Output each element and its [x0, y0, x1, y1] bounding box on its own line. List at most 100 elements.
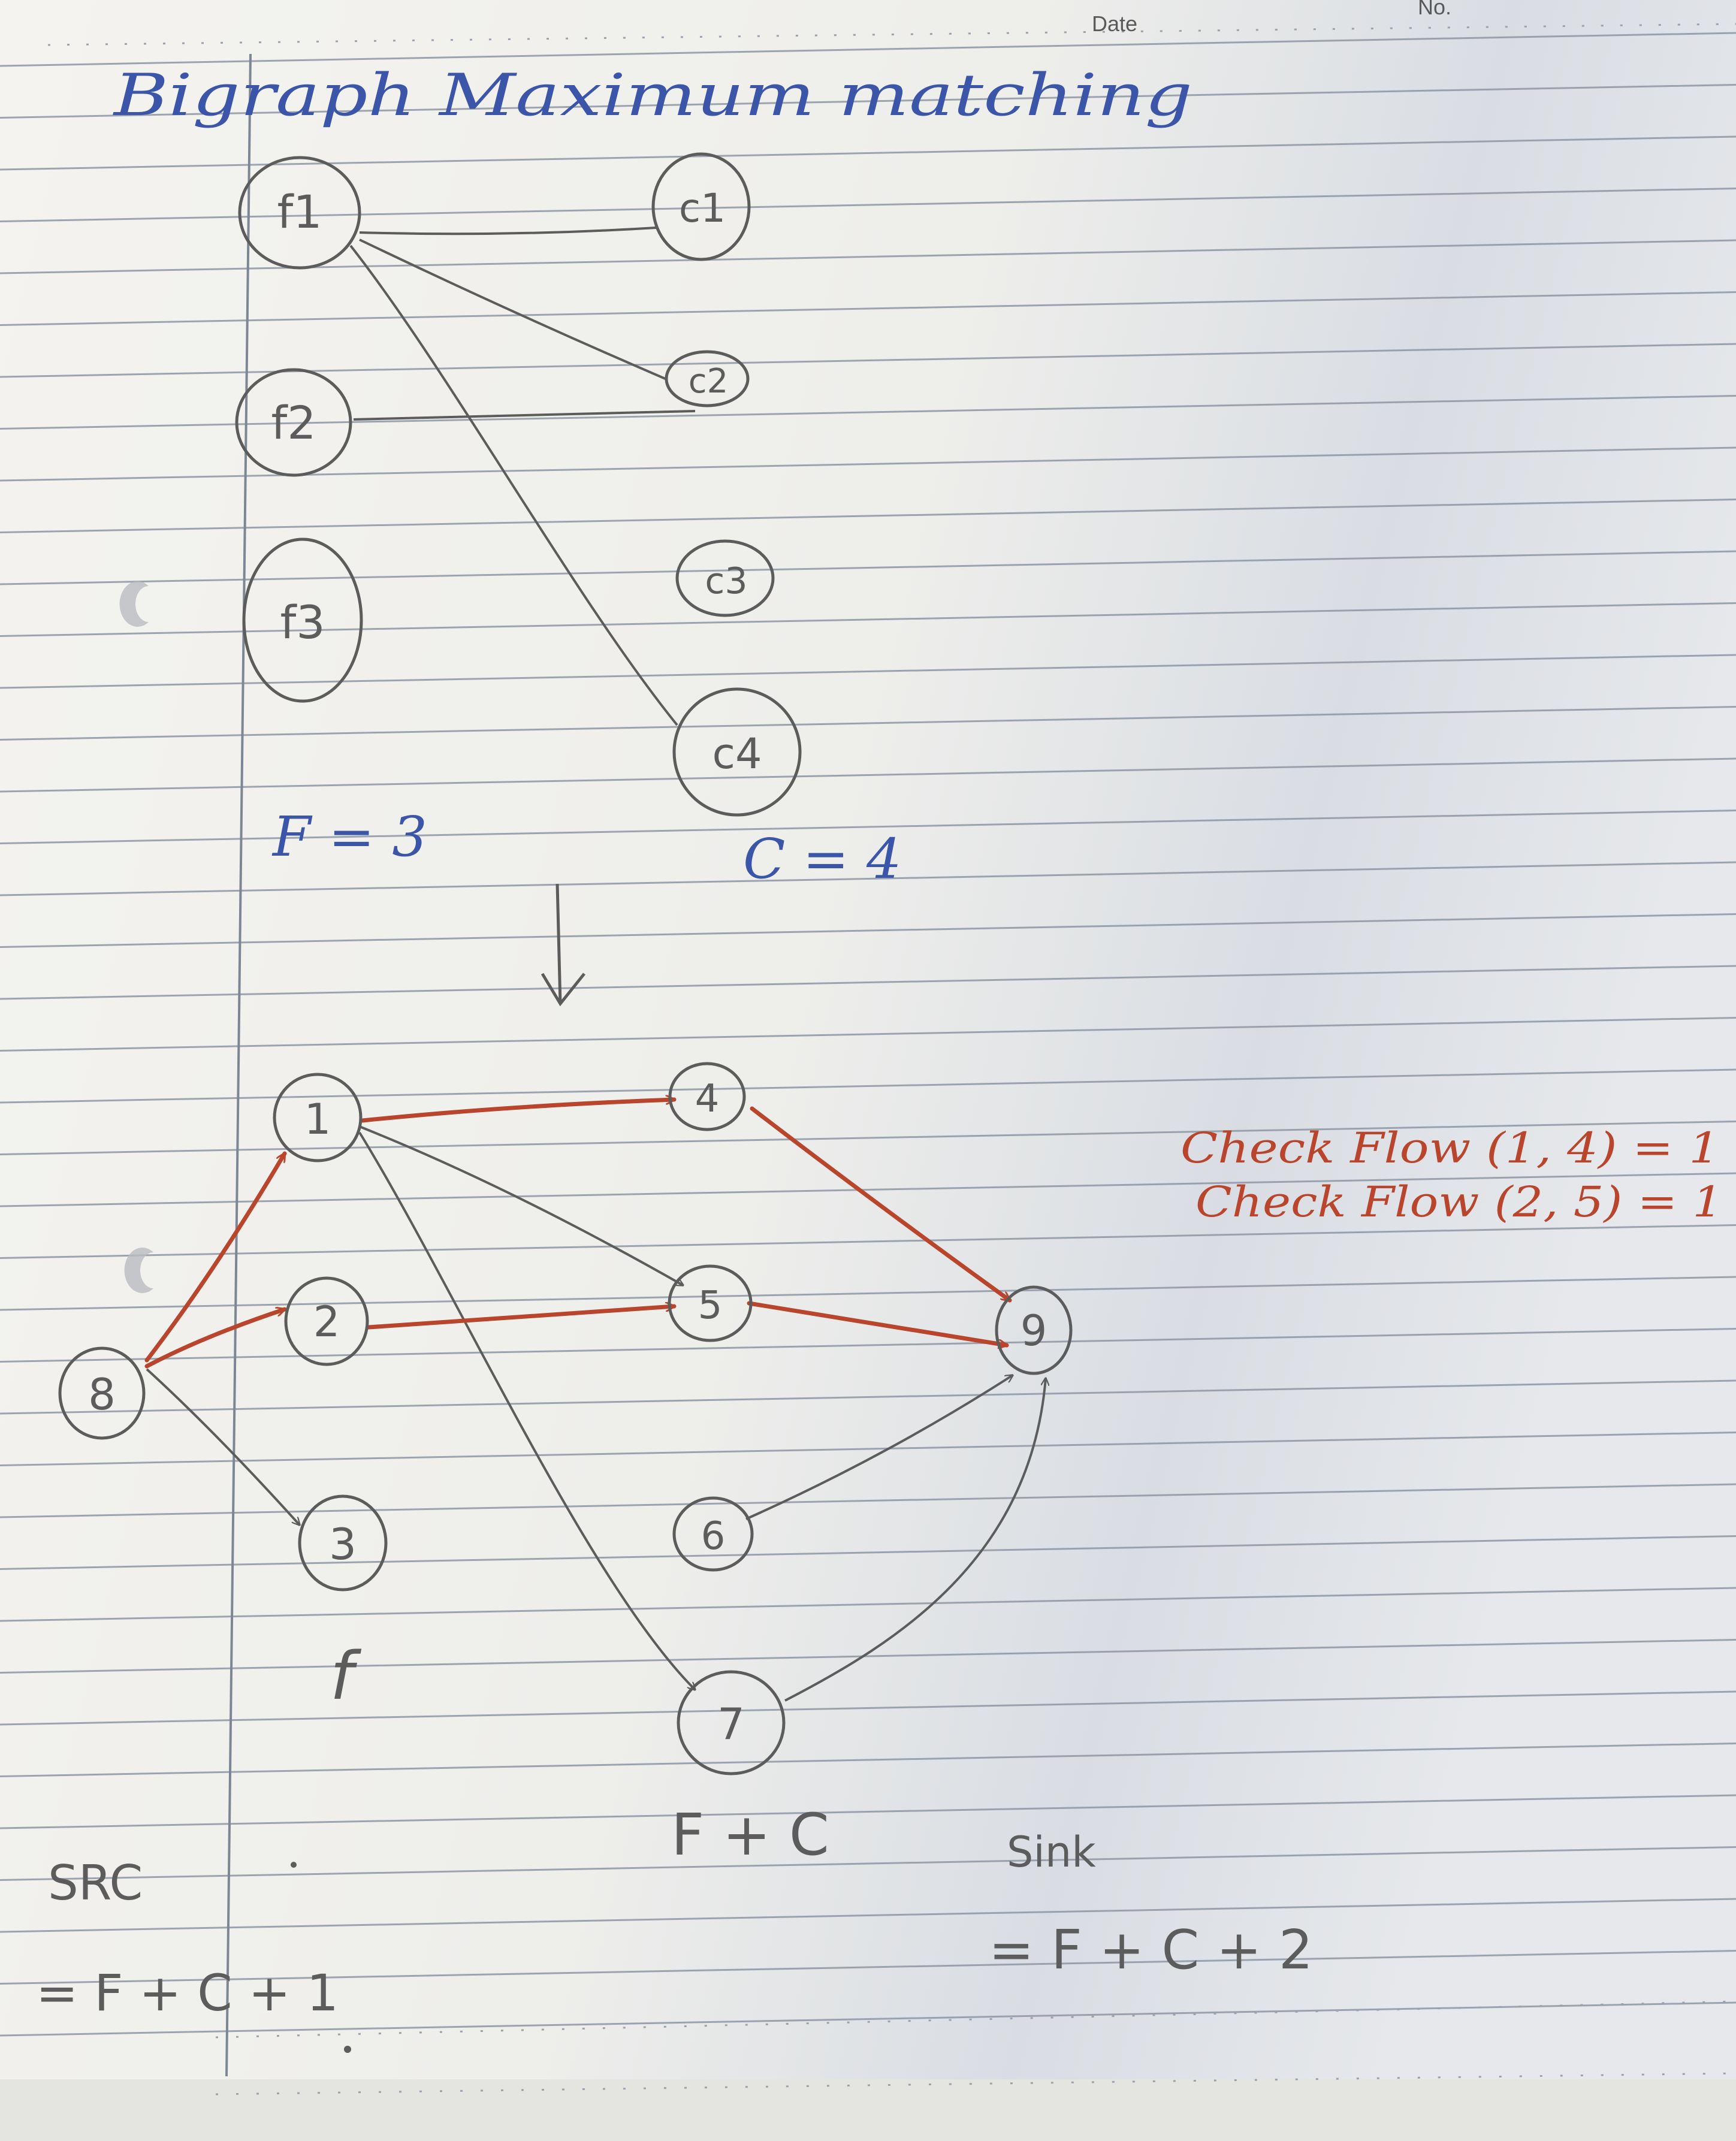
rule-line: [0, 188, 1736, 222]
rule-line: [0, 1898, 1736, 1933]
rule-line: [0, 913, 1736, 948]
node-c4: c4: [672, 687, 802, 817]
date-label: Date: [1092, 11, 1137, 36]
rule-line: [0, 1172, 1736, 1207]
sink-formula: = F + C + 2: [989, 1919, 1313, 1982]
node-f1: f1: [238, 156, 361, 270]
flow-node-7-label: 7: [717, 1699, 745, 1749]
binder-hole: [124, 1248, 153, 1293]
sink-label: Sink: [1007, 1828, 1096, 1877]
flow-node-4: 4: [668, 1062, 746, 1131]
check-flow-annotation-1: Check Flow (1, 4) = 1: [1181, 1124, 1720, 1173]
node-c2-circle: [665, 350, 750, 407]
rule-line: [0, 1224, 1736, 1259]
node-c3: c3: [675, 539, 775, 617]
pencil-dot: [291, 1862, 297, 1868]
rule-line: [0, 1950, 1736, 1985]
rule-line: [0, 550, 1736, 585]
ruled-lines: [0, 32, 1736, 2037]
flow-node-7-circle: [677, 1670, 786, 1775]
edge-8-2: [144, 1309, 285, 1369]
flow-node-4-circle: [668, 1062, 746, 1131]
flow-node-6: 6: [672, 1496, 754, 1572]
node-c4-label: c4: [712, 729, 762, 778]
node-c3-circle: [675, 539, 775, 617]
edge-1-5: [359, 1125, 683, 1285]
no-label: No.: [1418, 0, 1451, 19]
rule-line: [0, 1743, 1736, 1777]
edge-1-7: [358, 1131, 695, 1690]
rule-line: [0, 1846, 1736, 1881]
node-f3-circle: [242, 537, 363, 703]
node-c1-label: c1: [679, 185, 726, 231]
rule-line: [0, 1794, 1736, 1829]
page-bottom-edge: [0, 2079, 1736, 2141]
rule-line: [0, 1068, 1736, 1104]
flow-node-2-label: 2: [313, 1297, 340, 1346]
node-c3-label: c3: [705, 560, 747, 602]
flow-red-edges: [144, 1100, 1010, 1369]
edge-8-3: [146, 1368, 300, 1525]
rule-line: [0, 1483, 1736, 1518]
rule-line: [0, 135, 1736, 171]
transform-arrow: [541, 883, 585, 1007]
flow-node-1-label: 1: [304, 1095, 331, 1144]
node-c4-circle: [672, 687, 802, 817]
edge-2-5: [366, 1306, 677, 1330]
rule-line: [0, 706, 1736, 741]
flow-node-3: 3: [298, 1494, 388, 1592]
page-title: Bigraph Maximum matching: [112, 62, 1192, 129]
pencil-dot: [344, 2046, 351, 2053]
node-f2-circle: [235, 368, 352, 477]
rule-line: [0, 654, 1736, 689]
flow-node-9-label: 9: [1021, 1306, 1047, 1355]
edge-4-9: [750, 1106, 1010, 1303]
node-c2-label: c2: [689, 362, 728, 401]
edge-5-9: [747, 1301, 1009, 1345]
flow-node-8-circle: [58, 1346, 146, 1440]
node-f3-label: f3: [280, 596, 325, 649]
rule-line: [0, 291, 1736, 326]
edge-f1-c4: [349, 244, 678, 726]
rule-line: [0, 1639, 1736, 1674]
rule-line: [0, 2001, 1736, 2037]
flow-node-3-circle: [298, 1494, 388, 1592]
binder-hole: [119, 581, 149, 627]
rule-line: [0, 861, 1736, 896]
flow-node-6-circle: [672, 1496, 754, 1572]
flow-node-1: 1: [273, 1073, 363, 1162]
rule-line: [0, 32, 1736, 67]
src-label: SRC: [48, 1855, 143, 1911]
flow-node-5: 5: [668, 1264, 753, 1342]
rule-line: [0, 810, 1736, 844]
flow-node-9-circle: [995, 1285, 1073, 1375]
flow-node-5-circle: [668, 1264, 753, 1342]
edge-1-4: [360, 1100, 677, 1123]
rule-line: [0, 1587, 1736, 1622]
src-formula: = F + C + 1: [36, 1964, 339, 2022]
flow-node-2: 2: [284, 1276, 369, 1366]
flow-node-3-label: 3: [329, 1519, 357, 1569]
flow-node-5-label: 5: [698, 1284, 723, 1328]
bipartite-edges: [349, 227, 696, 726]
rule-line: [0, 499, 1736, 533]
fc-label: F + C: [671, 1801, 829, 1868]
flow-node-1-circle: [273, 1073, 363, 1162]
transform-arrow-shaft: [555, 883, 562, 1004]
flow-node-8: 8: [58, 1346, 146, 1440]
transform-arrow-head: [541, 973, 585, 1007]
flow-node-9: 9: [995, 1285, 1073, 1375]
check-flow-annotation-2: Check Flow (2, 5) = 1: [1195, 1177, 1723, 1227]
rule-line: [0, 1432, 1736, 1466]
node-f3: f3: [242, 537, 363, 703]
flow-node-8-label: 8: [88, 1369, 116, 1420]
edge-f1-c1: [359, 227, 657, 235]
node-f1-label: f1: [277, 185, 322, 238]
rule-line: [0, 602, 1736, 637]
flow-node-6-label: 6: [701, 1514, 726, 1559]
edge-8-1: [144, 1153, 287, 1363]
c-count-label: C = 4: [743, 827, 902, 891]
node-c1-circle: [651, 152, 751, 261]
